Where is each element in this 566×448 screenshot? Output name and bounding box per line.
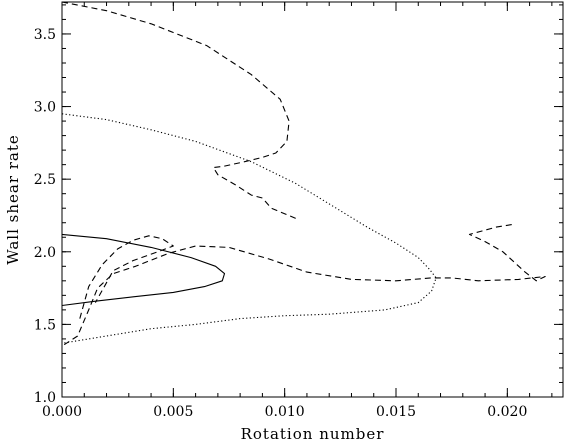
- series-line-dashed-4: [63, 223, 546, 346]
- y-tick-label: 2.5: [34, 172, 56, 188]
- y-tick-label: 2.0: [34, 245, 56, 261]
- series-line-dashed-5: [79, 235, 174, 319]
- series-layer: [61, 1, 546, 346]
- x-tick-label: 0.010: [265, 404, 305, 420]
- x-tick-label: 0.015: [376, 404, 416, 420]
- y-tick-label: 3.0: [34, 100, 56, 116]
- y-tick-label: 1.0: [34, 390, 56, 406]
- y-tick-label: 3.5: [34, 27, 56, 43]
- y-axis-title: Wall shear rate: [4, 134, 22, 265]
- x-tick-label: 0.000: [42, 404, 82, 420]
- plot-frame: [61, 1, 564, 398]
- series-line-dashed-3: [61, 1, 297, 219]
- x-axis-title: Rotation number: [241, 425, 385, 443]
- x-tick-label: 0.005: [153, 404, 193, 420]
- y-tick-label: 1.5: [34, 317, 56, 333]
- series-line-dotted-2: [61, 113, 437, 344]
- x-tick-label: 0.020: [487, 404, 527, 420]
- series-line-solid-1: [61, 233, 226, 307]
- tick-layer: [61, 2, 563, 398]
- tick-label-layer: 0.000 0.005 0.010 0.015 0.020 1.0 1.5 2.0 2.5 3.0…: [34, 27, 528, 420]
